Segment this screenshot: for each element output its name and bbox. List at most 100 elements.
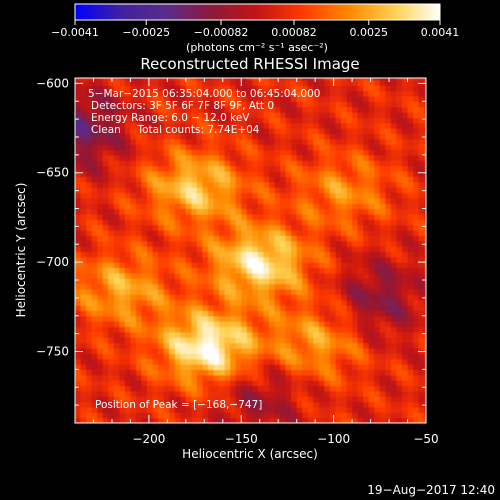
heatmap-cell — [202, 294, 209, 301]
annotation-detectors: Detectors: 3F 5F 6F 7F 8F 9F, Att 0 — [91, 100, 274, 112]
heatmap-cell — [363, 90, 370, 97]
heatmap-cell — [235, 288, 242, 295]
heatmap-cell — [302, 85, 309, 92]
heatmap-cell — [324, 219, 331, 226]
heatmap-cell — [147, 240, 154, 247]
heatmap-cell — [418, 347, 425, 354]
heatmap-cell — [113, 224, 120, 231]
heatmap-cell — [108, 79, 115, 86]
heatmap-cell — [219, 235, 226, 242]
heatmap-cell — [374, 235, 381, 242]
heatmap-cell — [379, 369, 386, 376]
heatmap-cell — [169, 342, 176, 349]
heatmap-cell — [136, 337, 143, 344]
heatmap-cell — [147, 246, 154, 252]
heatmap-cell — [208, 78, 215, 81]
heatmap-cell — [302, 235, 309, 242]
heatmap-cell — [302, 171, 309, 177]
heatmap-cell — [341, 79, 348, 86]
heatmap-cell — [341, 347, 348, 354]
heatmap-cell — [313, 315, 320, 322]
heatmap-cell — [208, 288, 215, 295]
heatmap-cell — [241, 406, 248, 413]
heatmap-cell — [158, 176, 165, 183]
heatmap-cell — [180, 90, 187, 97]
heatmap-cell — [152, 412, 159, 419]
heatmap-cell — [385, 283, 392, 290]
heatmap-cell — [291, 396, 298, 403]
heatmap-cell — [75, 288, 82, 295]
heatmap-cell — [274, 79, 281, 86]
heatmap-cell — [202, 133, 209, 140]
heatmap-cell — [86, 412, 93, 419]
heatmap-cell — [302, 133, 309, 140]
heatmap-cell — [385, 187, 392, 193]
heatmap-cell — [119, 299, 126, 306]
heatmap-cell — [241, 283, 248, 290]
heatmap-cell — [324, 401, 331, 408]
heatmap-cell — [269, 272, 276, 279]
heatmap-cell — [357, 176, 364, 183]
heatmap-cell — [302, 283, 309, 290]
heatmap-cell — [230, 85, 237, 92]
heatmap-cell — [169, 160, 176, 167]
heatmap-cell — [346, 90, 353, 97]
heatmap-cell — [307, 358, 314, 365]
heatmap-cell — [341, 299, 348, 306]
heatmap-cell — [163, 117, 170, 124]
heatmap-cell — [335, 85, 342, 92]
heatmap-cell — [219, 78, 226, 81]
heatmap-cell — [374, 385, 381, 392]
heatmap-cell — [329, 122, 336, 129]
heatmap-cell — [257, 154, 264, 161]
heatmap-cell — [152, 213, 159, 220]
heatmap-cell — [86, 385, 93, 392]
heatmap-cell — [224, 385, 231, 392]
heatmap-cell — [141, 256, 148, 263]
heatmap-cell — [102, 262, 109, 269]
heatmap-cell — [235, 95, 242, 102]
heatmap-cell — [224, 331, 231, 338]
heatmap-cell — [163, 278, 170, 285]
heatmap-cell — [196, 256, 203, 263]
heatmap-cell — [136, 154, 143, 161]
heatmap-cell — [102, 138, 109, 145]
heatmap-cell — [335, 149, 342, 156]
heatmap-cell — [269, 412, 276, 419]
heatmap-cell — [368, 267, 375, 274]
heatmap-cell — [413, 165, 420, 172]
heatmap-cell — [97, 176, 104, 183]
heatmap-cell — [213, 267, 220, 274]
heatmap-cell — [257, 181, 264, 188]
heatmap-cell — [113, 294, 120, 301]
heatmap-cell — [302, 240, 309, 247]
heatmap-cell — [335, 154, 342, 161]
heatmap-cell — [302, 353, 309, 360]
heatmap-cell — [124, 315, 131, 322]
heatmap-cell — [169, 337, 176, 344]
heatmap-cell — [407, 321, 414, 328]
heatmap-cell — [341, 95, 348, 102]
heatmap-cell — [318, 358, 325, 365]
heatmap-cell — [208, 315, 215, 322]
heatmap-cell — [169, 353, 176, 360]
heatmap-cell — [196, 417, 203, 423]
heatmap-cell — [174, 374, 181, 381]
heatmap-cell — [202, 305, 209, 311]
heatmap-cell — [341, 128, 348, 135]
heatmap-cell — [346, 406, 353, 413]
heatmap-cell — [75, 364, 82, 370]
heatmap-cell — [174, 219, 181, 226]
heatmap-cell — [252, 187, 259, 193]
heatmap-cell — [102, 112, 109, 118]
heatmap-cell — [246, 315, 253, 322]
heatmap-cell — [163, 374, 170, 381]
heatmap-cell — [130, 401, 137, 408]
heatmap-cell — [136, 326, 143, 333]
heatmap-cell — [418, 412, 425, 419]
heatmap-cell — [208, 283, 215, 290]
heatmap-cell — [136, 235, 143, 242]
heatmap-cell — [413, 406, 420, 413]
heatmap-cell — [80, 251, 87, 258]
heatmap-cell — [91, 396, 98, 403]
